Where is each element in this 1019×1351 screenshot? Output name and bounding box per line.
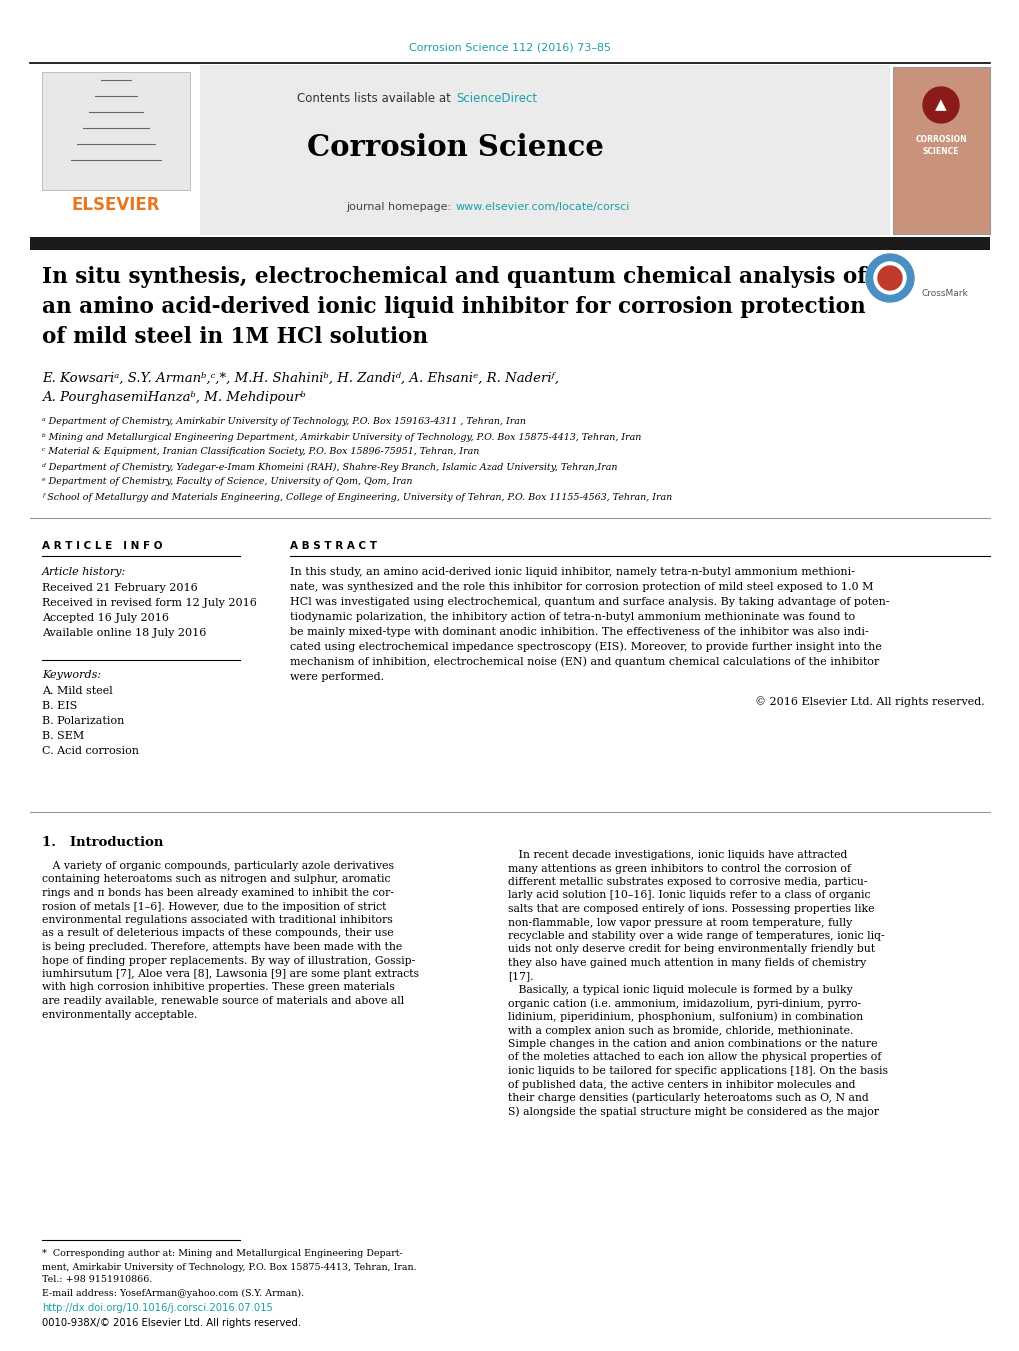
Text: Received 21 February 2016: Received 21 February 2016 (42, 584, 198, 593)
Text: 0010-938X/© 2016 Elsevier Ltd. All rights reserved.: 0010-938X/© 2016 Elsevier Ltd. All right… (42, 1319, 301, 1328)
Circle shape (877, 266, 901, 290)
Text: containing heteroatoms such as nitrogen and sulphur, aromatic: containing heteroatoms such as nitrogen … (42, 874, 390, 885)
Text: their charge densities (particularly heteroatoms such as O, N and: their charge densities (particularly het… (507, 1093, 868, 1104)
Text: ᵇ Mining and Metallurgical Engineering Department, Amirkabir University of Techn: ᵇ Mining and Metallurgical Engineering D… (42, 432, 641, 442)
Text: Tel.: +98 9151910866.: Tel.: +98 9151910866. (42, 1275, 152, 1285)
Text: ᶜ Material & Equipment, Iranian Classification Society, P.O. Box 15896-75951, Te: ᶜ Material & Equipment, Iranian Classifi… (42, 447, 479, 457)
Text: an amino acid-derived ionic liquid inhibitor for corrosion protection: an amino acid-derived ionic liquid inhib… (42, 296, 865, 317)
Text: recyclable and stability over a wide range of temperatures, ionic liq-: recyclable and stability over a wide ran… (507, 931, 883, 942)
Text: environmental regulations associated with traditional inhibitors: environmental regulations associated wit… (42, 915, 392, 925)
Text: salts that are composed entirely of ions. Possessing properties like: salts that are composed entirely of ions… (507, 904, 873, 915)
Text: Received in revised form 12 July 2016: Received in revised form 12 July 2016 (42, 598, 257, 608)
Text: cated using electrochemical impedance spectroscopy (EIS). Moreover, to provide f: cated using electrochemical impedance sp… (289, 642, 881, 653)
Text: B. Polarization: B. Polarization (42, 716, 124, 725)
Text: In this study, an amino acid-derived ionic liquid inhibitor, namely tetra-n-buty: In this study, an amino acid-derived ion… (289, 567, 854, 577)
Text: Available online 18 July 2016: Available online 18 July 2016 (42, 628, 206, 638)
Text: of mild steel in 1M HCl solution: of mild steel in 1M HCl solution (42, 326, 428, 349)
Text: they also have gained much attention in many fields of chemistry: they also have gained much attention in … (507, 958, 865, 969)
Text: E. Kowsariᵃ, S.Y. Armanᵇ,ᶜ,*, M.H. Shahiniᵇ, H. Zandiᵈ, A. Ehsaniᵉ, R. Naderiᶠ,: E. Kowsariᵃ, S.Y. Armanᵇ,ᶜ,*, M.H. Shahi… (42, 372, 558, 385)
Text: non-flammable, low vapor pressure at room temperature, fully: non-flammable, low vapor pressure at roo… (507, 917, 852, 928)
Text: CORROSION: CORROSION (914, 135, 966, 145)
Text: as a result of deleterious impacts of these compounds, their use: as a result of deleterious impacts of th… (42, 928, 393, 939)
Text: iumhirsutum [7], Aloe vera [8], Lawsonia [9] are some plant extracts: iumhirsutum [7], Aloe vera [8], Lawsonia… (42, 969, 419, 979)
Text: http://dx.doi.org/10.1016/j.corsci.2016.07.015: http://dx.doi.org/10.1016/j.corsci.2016.… (42, 1302, 273, 1313)
Text: with a complex anion such as bromide, chloride, methioninate.: with a complex anion such as bromide, ch… (507, 1025, 853, 1035)
Text: mechanism of inhibition, electrochemical noise (EN) and quantum chemical calcula: mechanism of inhibition, electrochemical… (289, 657, 878, 667)
Text: S) alongside the spatial structure might be considered as the major: S) alongside the spatial structure might… (507, 1106, 878, 1117)
Text: is being precluded. Therefore, attempts have been made with the: is being precluded. Therefore, attempts … (42, 942, 401, 952)
Text: A. Mild steel: A. Mild steel (42, 686, 113, 696)
Text: A. PourghasemiHanzaᵇ, M. Mehdipourᵇ: A. PourghasemiHanzaᵇ, M. Mehdipourᵇ (42, 392, 306, 404)
Text: rosion of metals [1–6]. However, due to the imposition of strict: rosion of metals [1–6]. However, due to … (42, 901, 386, 912)
Text: uids not only deserve credit for being environmentally friendly but: uids not only deserve credit for being e… (507, 944, 874, 955)
Text: CrossMark: CrossMark (921, 289, 968, 299)
Text: were performed.: were performed. (289, 671, 384, 682)
Text: nate, was synthesized and the role this inhibitor for corrosion protection of mi: nate, was synthesized and the role this … (289, 582, 872, 592)
FancyBboxPatch shape (42, 72, 190, 190)
Text: *  Corresponding author at: Mining and Metallurgical Engineering Depart-: * Corresponding author at: Mining and Me… (42, 1250, 403, 1259)
FancyBboxPatch shape (30, 65, 200, 235)
Text: B. EIS: B. EIS (42, 701, 77, 711)
Text: 1.   Introduction: 1. Introduction (42, 836, 163, 850)
Text: In situ synthesis, electrochemical and quantum chemical analysis of: In situ synthesis, electrochemical and q… (42, 266, 866, 288)
Text: ᵈ Department of Chemistry, Yadegar-e-Imam Khomeini (RAH), Shahre-Rey Branch, Isl: ᵈ Department of Chemistry, Yadegar-e-Ima… (42, 462, 616, 471)
Text: of published data, the active centers in inhibitor molecules and: of published data, the active centers in… (507, 1079, 855, 1089)
Text: larly acid solution [10–16]. Ionic liquids refer to a class of organic: larly acid solution [10–16]. Ionic liqui… (507, 890, 869, 901)
Text: ᵃ Department of Chemistry, Amirkabir University of Technology, P.O. Box 159163-4: ᵃ Department of Chemistry, Amirkabir Uni… (42, 417, 526, 427)
FancyBboxPatch shape (30, 236, 989, 250)
Text: Article history:: Article history: (42, 567, 126, 577)
Circle shape (922, 86, 958, 123)
Text: environmentally acceptable.: environmentally acceptable. (42, 1009, 197, 1020)
Text: Contents lists available at: Contents lists available at (298, 92, 454, 104)
Text: Corrosion Science: Corrosion Science (307, 132, 603, 162)
Text: ᶠ School of Metallurgy and Materials Engineering, College of Engineering, Univer: ᶠ School of Metallurgy and Materials Eng… (42, 493, 672, 501)
Text: of the moleties attached to each ion allow the physical properties of: of the moleties attached to each ion all… (507, 1052, 880, 1062)
Text: A variety of organic compounds, particularly azole derivatives: A variety of organic compounds, particul… (42, 861, 393, 871)
Text: rings and π bonds has been already examined to inhibit the cor-: rings and π bonds has been already exami… (42, 888, 393, 898)
Text: Keywords:: Keywords: (42, 670, 101, 680)
FancyBboxPatch shape (30, 65, 890, 235)
Text: organic cation (i.e. ammonium, imidazolium, pyri-dinium, pyrro-: organic cation (i.e. ammonium, imidazoli… (507, 998, 860, 1009)
Text: ▲: ▲ (934, 97, 946, 112)
FancyBboxPatch shape (892, 68, 989, 234)
Text: © 2016 Elsevier Ltd. All rights reserved.: © 2016 Elsevier Ltd. All rights reserved… (754, 697, 984, 708)
Text: E-mail address: YosefArman@yahoo.com (S.Y. Arman).: E-mail address: YosefArman@yahoo.com (S.… (42, 1289, 304, 1297)
Text: are readily available, renewable source of materials and above all: are readily available, renewable source … (42, 996, 404, 1006)
Text: ionic liquids to be tailored for specific applications [18]. On the basis: ionic liquids to be tailored for specifi… (507, 1066, 888, 1075)
Text: SCIENCE: SCIENCE (922, 147, 958, 157)
Text: B. SEM: B. SEM (42, 731, 85, 740)
Text: journal homepage:: journal homepage: (346, 203, 454, 212)
Text: ScienceDirect: ScienceDirect (455, 92, 537, 104)
Text: ment, Amirkabir University of Technology, P.O. Box 15875-4413, Tehran, Iran.: ment, Amirkabir University of Technology… (42, 1262, 416, 1271)
Text: many attentions as green inhibitors to control the corrosion of: many attentions as green inhibitors to c… (507, 863, 850, 874)
Text: In recent decade investigations, ionic liquids have attracted: In recent decade investigations, ionic l… (507, 850, 847, 861)
Text: Simple changes in the cation and anion combinations or the nature: Simple changes in the cation and anion c… (507, 1039, 876, 1048)
Text: with high corrosion inhibitive properties. These green materials: with high corrosion inhibitive propertie… (42, 982, 394, 993)
Text: HCl was investigated using electrochemical, quantum and surface analysis. By tak: HCl was investigated using electrochemic… (289, 597, 889, 607)
Text: ᵉ Department of Chemistry, Faculty of Science, University of Qom, Qom, Iran: ᵉ Department of Chemistry, Faculty of Sc… (42, 477, 412, 486)
Text: [17].: [17]. (507, 971, 533, 981)
Circle shape (865, 254, 913, 303)
Text: tiodynamic polarization, the inhibitory action of tetra-n-butyl ammonium methion: tiodynamic polarization, the inhibitory … (289, 612, 854, 621)
Text: be mainly mixed-type with dominant anodic inhibition. The effectiveness of the i: be mainly mixed-type with dominant anodi… (289, 627, 868, 638)
Text: C. Acid corrosion: C. Acid corrosion (42, 746, 139, 757)
Text: Basically, a typical ionic liquid molecule is formed by a bulky: Basically, a typical ionic liquid molecu… (507, 985, 852, 994)
Text: lidinium, piperidinium, phosphonium, sulfonium) in combination: lidinium, piperidinium, phosphonium, sul… (507, 1012, 862, 1023)
Text: www.elsevier.com/locate/corsci: www.elsevier.com/locate/corsci (455, 203, 630, 212)
Text: Accepted 16 July 2016: Accepted 16 July 2016 (42, 613, 169, 623)
Text: A B S T R A C T: A B S T R A C T (289, 540, 377, 551)
Text: hope of finding proper replacements. By way of illustration, Gossip-: hope of finding proper replacements. By … (42, 955, 415, 966)
Text: ELSEVIER: ELSEVIER (71, 196, 160, 213)
Circle shape (873, 262, 905, 295)
Text: A R T I C L E   I N F O: A R T I C L E I N F O (42, 540, 162, 551)
Text: different metallic substrates exposed to corrosive media, particu-: different metallic substrates exposed to… (507, 877, 866, 888)
Text: Corrosion Science 112 (2016) 73–85: Corrosion Science 112 (2016) 73–85 (409, 42, 610, 51)
